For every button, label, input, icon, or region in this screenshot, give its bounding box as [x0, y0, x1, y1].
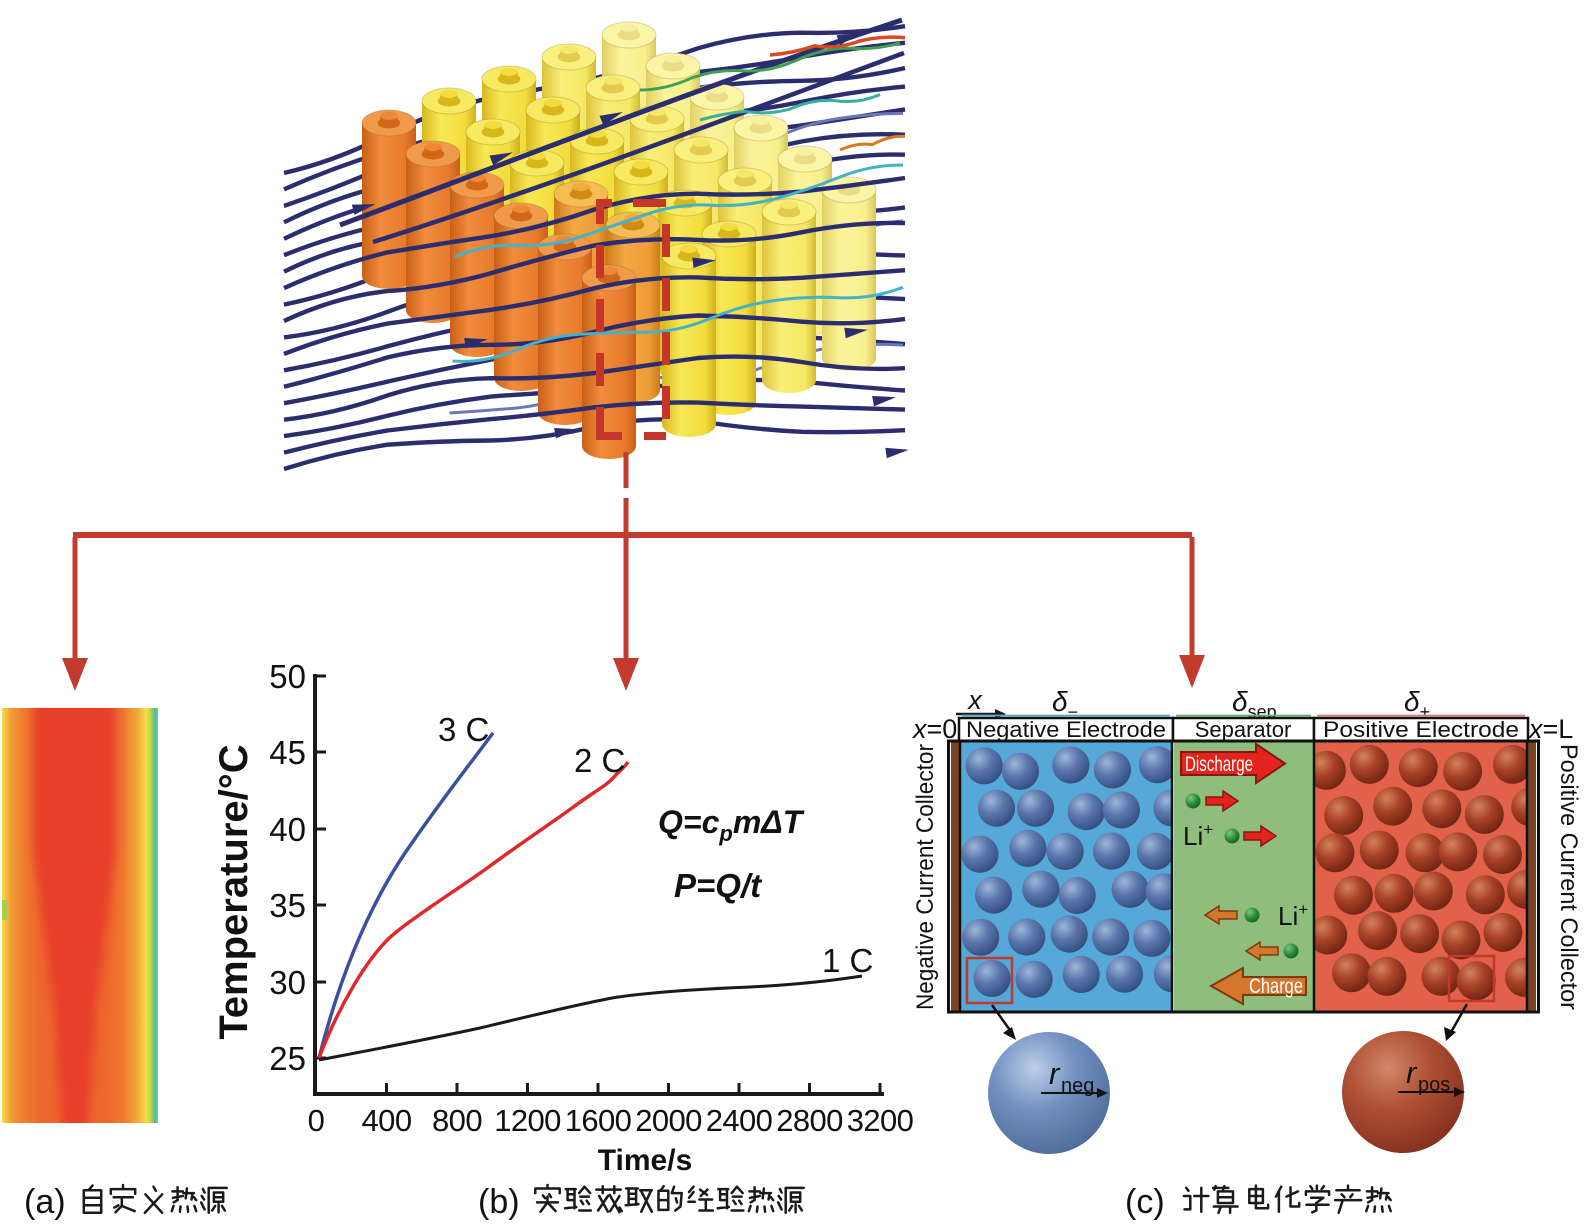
svg-text:(c): (c)	[1125, 1183, 1165, 1221]
svg-text:r: r	[1049, 1056, 1061, 1091]
svg-text:Negative Current Collector: Negative Current Collector	[912, 744, 939, 1010]
svg-text:Time/s: Time/s	[598, 1144, 693, 1177]
svg-text:(b): (b)	[478, 1183, 520, 1221]
svg-text:2000: 2000	[635, 1103, 702, 1138]
svg-text:Positive Electrode: Positive Electrode	[1323, 717, 1519, 742]
svg-text:pos: pos	[1418, 1074, 1450, 1096]
svg-text:400: 400	[362, 1103, 412, 1138]
svg-text:1600: 1600	[565, 1103, 632, 1138]
svg-text:35: 35	[269, 887, 306, 924]
svg-text:x=L: x=L	[1527, 714, 1573, 744]
svg-text:Negative Electrode: Negative Electrode	[966, 717, 1166, 742]
svg-text:40: 40	[269, 811, 306, 848]
svg-text:P=Q/t: P=Q/t	[674, 867, 763, 904]
svg-text:800: 800	[432, 1103, 482, 1138]
svg-text:50: 50	[269, 658, 306, 695]
svg-text:x: x	[966, 685, 983, 715]
svg-text:neg: neg	[1061, 1075, 1094, 1097]
svg-text:2800: 2800	[776, 1103, 843, 1138]
svg-text:2 C: 2 C	[574, 742, 625, 779]
svg-text:Q=cpmΔT: Q=cpmΔT	[658, 804, 805, 846]
svg-text:25: 25	[269, 1040, 306, 1077]
svg-text:Discharge: Discharge	[1185, 753, 1253, 776]
svg-text:r: r	[1406, 1055, 1418, 1090]
svg-text:Separator: Separator	[1195, 717, 1292, 742]
svg-text:x=0: x=0	[911, 714, 957, 744]
svg-text:Temperature/°C: Temperature/°C	[212, 744, 256, 1039]
svg-text:3 C: 3 C	[438, 711, 489, 748]
svg-text:1200: 1200	[494, 1103, 561, 1138]
svg-text:3200: 3200	[847, 1103, 914, 1138]
svg-text:Charge: Charge	[1249, 975, 1303, 998]
svg-text:Positive Current Collector: Positive Current Collector	[1555, 744, 1582, 1010]
svg-text:0: 0	[308, 1103, 325, 1138]
svg-text:45: 45	[269, 734, 306, 771]
svg-text:2400: 2400	[706, 1103, 773, 1138]
svg-text:1 C: 1 C	[822, 942, 873, 979]
svg-text:30: 30	[269, 964, 306, 1001]
svg-text:(a): (a)	[24, 1183, 66, 1221]
